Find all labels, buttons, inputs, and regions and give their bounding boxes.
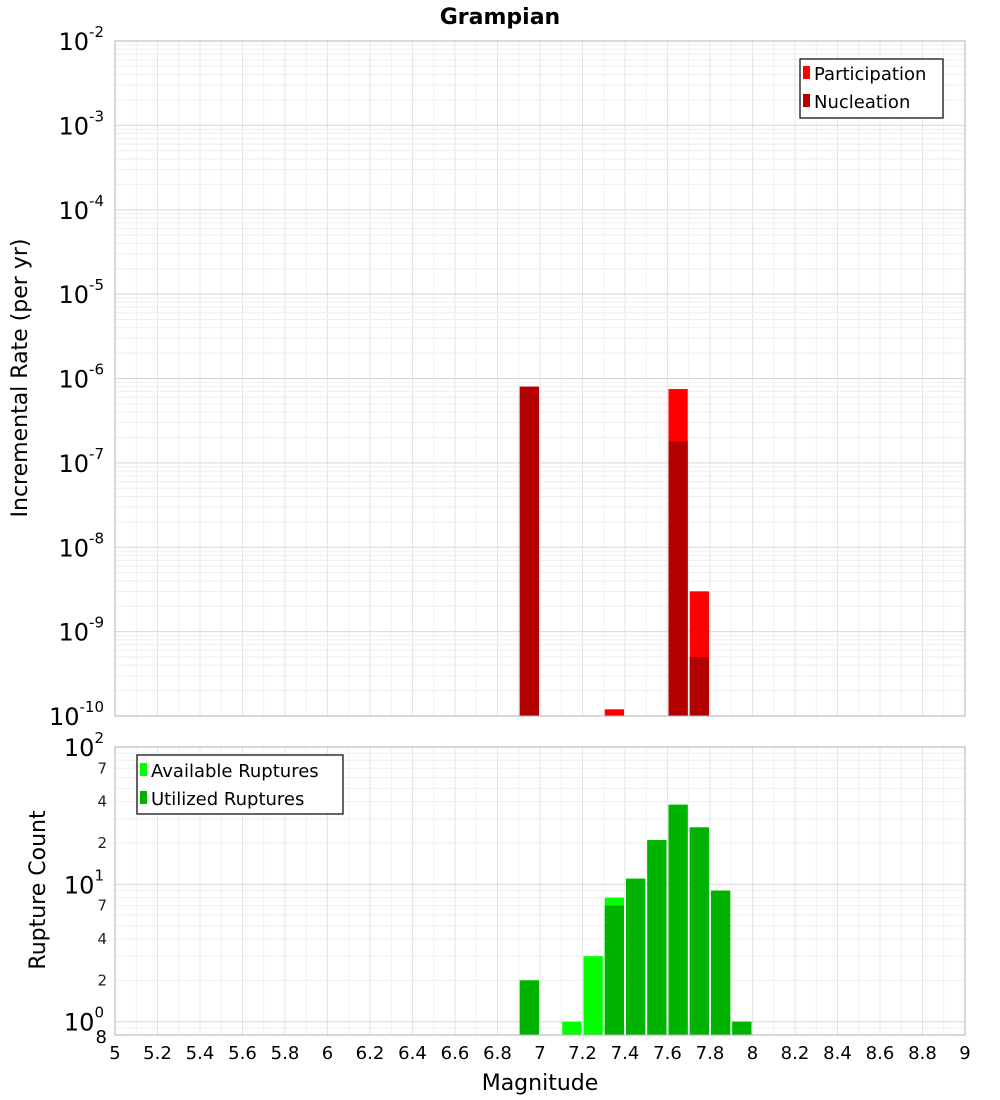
- y-minor-tick-label: 2: [97, 971, 107, 989]
- bar-available-ruptures: [583, 956, 603, 1035]
- legend-swatch-available-ruptures: [140, 763, 147, 776]
- bar-utilized-ruptures: [647, 840, 667, 1035]
- bar-utilized-ruptures: [711, 890, 731, 1035]
- top-y-tick-labels: 10-10 10-9 10-8 10-7 10-6 10-5 10-4 10-3 10-2: [49, 23, 104, 731]
- bottom-plot-bars: [519, 804, 752, 1035]
- bar-utilized-ruptures: [604, 905, 624, 1035]
- y-tick-label: 10-6: [58, 361, 104, 394]
- top-legend: Participation Nucleation: [799, 58, 944, 119]
- y-tick-label: 10-7: [58, 445, 104, 478]
- legend-frame: [799, 58, 944, 119]
- legend-label-utilized-ruptures: Utilized Ruptures: [151, 789, 304, 810]
- bar-nucleation: [519, 386, 539, 716]
- x-tick-label: 6.6: [441, 1043, 470, 1064]
- x-tick-label: 5.2: [143, 1043, 172, 1064]
- x-axis-label: Magnitude: [482, 1071, 599, 1096]
- legend-label-nucleation: Nucleation: [814, 92, 910, 113]
- bar-utilized-ruptures: [626, 878, 646, 1035]
- y-tick-label: 10-5: [58, 276, 104, 309]
- y-tick-label: 10-3: [58, 107, 104, 140]
- x-tick-label: 8.2: [781, 1043, 810, 1064]
- x-tick-labels: 5 5.2 5.4 5.6 5.8 6 6.2 6.4 6.6 6.8 7 7.2 7.4 7.6 7.8 8…: [109, 1043, 970, 1064]
- bar-available-ruptures: [562, 1021, 582, 1035]
- legend-swatch-nucleation: [803, 94, 810, 107]
- bar-utilized-ruptures: [689, 827, 709, 1035]
- top-plot-gridlines: [114, 40, 966, 717]
- bottom-legend: Available Ruptures Utilized Ruptures: [136, 754, 344, 815]
- bar-nucleation: [689, 657, 709, 716]
- y-minor-tick-label: 4: [97, 793, 107, 811]
- top-plot-bars: [519, 386, 709, 716]
- y-tick-label: 10-8: [58, 529, 104, 562]
- x-tick-label: 7: [534, 1043, 545, 1064]
- x-tick-label: 9: [959, 1043, 970, 1064]
- top-y-axis-label: Incremental Rate (per yr): [8, 239, 33, 518]
- y-tick-label: 10-10: [49, 698, 104, 731]
- x-tick-label: 7.2: [568, 1043, 597, 1064]
- bar-utilized-ruptures: [519, 980, 539, 1035]
- bar-utilized-ruptures: [668, 804, 688, 1035]
- x-tick-label: 6: [322, 1043, 333, 1064]
- x-tick-label: 7.4: [611, 1043, 640, 1064]
- y-minor-tick-label: 2: [97, 834, 107, 852]
- legend-swatch-utilized-ruptures: [140, 791, 147, 804]
- y-minor-tick-label: 7: [97, 759, 107, 777]
- legend-label-participation: Participation: [814, 64, 926, 85]
- x-tick-label: 8: [747, 1043, 758, 1064]
- y-tick-label: 10-4: [58, 192, 104, 225]
- bottom-y-tick-labels: 100 101 102 8 2 4 7 2 4 7: [64, 729, 107, 1048]
- x-tick-label: 5.6: [228, 1043, 257, 1064]
- x-tick-label: 6.4: [398, 1043, 427, 1064]
- y-tick-label: 10-2: [58, 23, 104, 56]
- y-minor-tick-label: 4: [97, 930, 107, 948]
- y-tick-label: 102: [64, 729, 104, 762]
- x-tick-label: 5.8: [271, 1043, 300, 1064]
- x-tick-label: 8.8: [908, 1043, 937, 1064]
- y-tick-label: 100: [64, 1004, 104, 1037]
- x-tick-label: 7.6: [653, 1043, 682, 1064]
- legend-swatch-participation: [803, 66, 810, 79]
- x-tick-label: 5: [109, 1043, 120, 1064]
- chart-title: Grampian: [440, 5, 560, 30]
- x-tick-label: 8.4: [823, 1043, 852, 1064]
- x-tick-label: 6.8: [483, 1043, 512, 1064]
- y-tick-label: 10-9: [58, 614, 104, 647]
- bar-nucleation: [668, 441, 688, 716]
- bottom-plot-frame: [114, 746, 966, 1036]
- x-tick-label: 7.8: [696, 1043, 725, 1064]
- bar-participation: [604, 709, 624, 716]
- bar-utilized-ruptures: [732, 1021, 752, 1035]
- x-tick-label: 8.6: [866, 1043, 895, 1064]
- top-plot-frame: [114, 40, 966, 717]
- legend-label-available-ruptures: Available Ruptures: [151, 761, 319, 782]
- top-plot-area: 10-10 10-9 10-8 10-7 10-6 10-5 10-4 10-3 10-2: [49, 23, 966, 731]
- bottom-y-axis-label: Rupture Count: [26, 810, 51, 970]
- y-tick-label: 101: [64, 866, 104, 899]
- y-minor-tick-label: 7: [97, 897, 107, 915]
- x-tick-label: 6.2: [356, 1043, 385, 1064]
- x-tick-label: 5.4: [186, 1043, 215, 1064]
- y-minor-tick-label: 8: [96, 1027, 107, 1048]
- legend-frame: [136, 754, 344, 815]
